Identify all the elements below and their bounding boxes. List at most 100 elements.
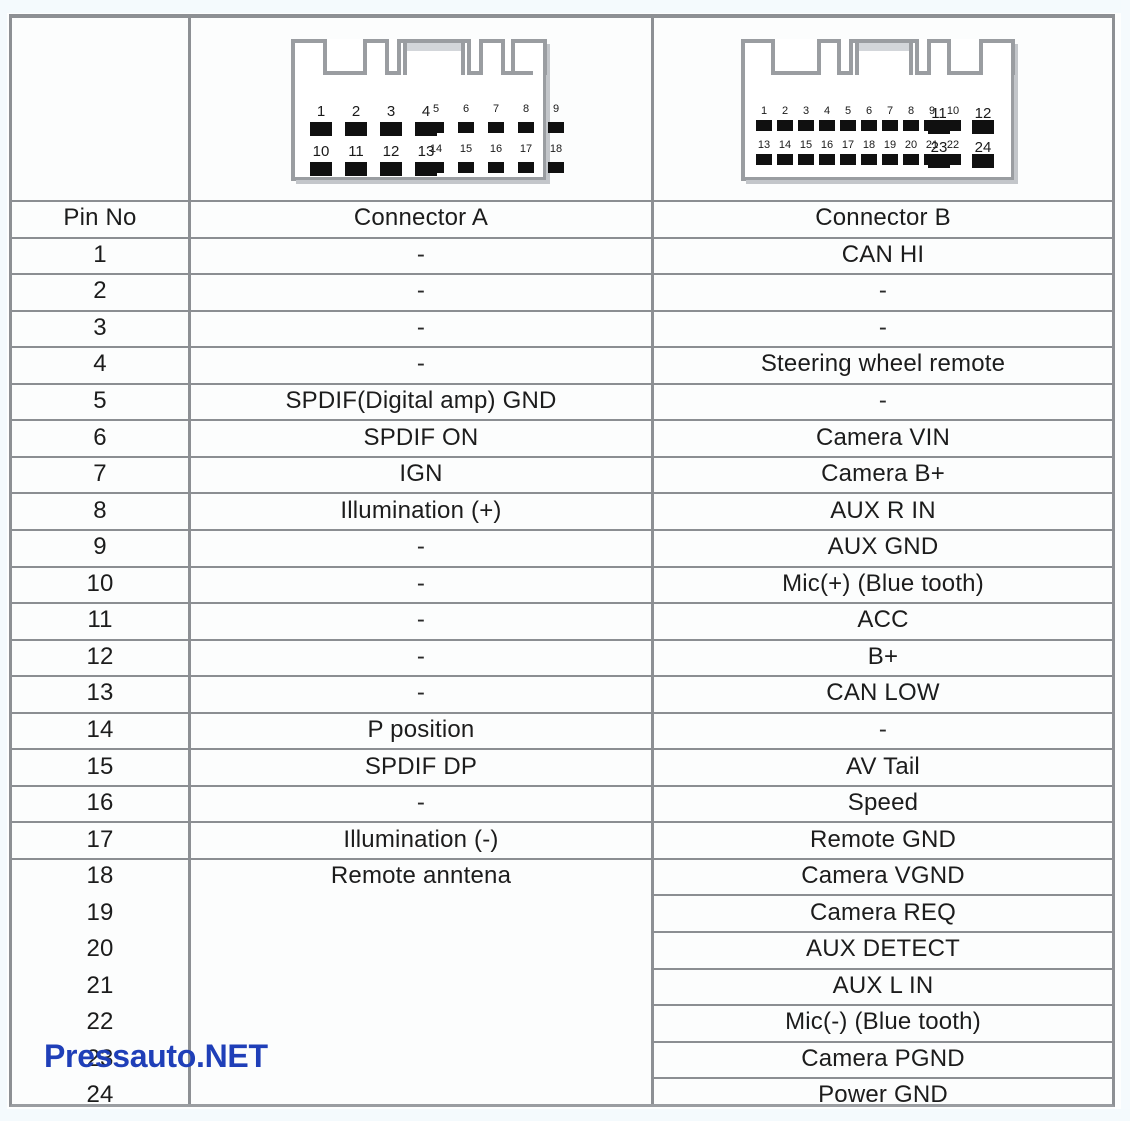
connector-pin-number: 22: [946, 139, 960, 151]
connector-pin-number: 16: [820, 139, 834, 151]
housing-tab: [363, 39, 389, 75]
bottom-margin-band: [0, 1109, 1130, 1121]
housing-key-bump: [407, 39, 461, 51]
table-cell: 11: [87, 606, 113, 634]
housing-tab: [741, 39, 775, 75]
table-cell: 5: [93, 387, 107, 415]
left-margin-band: [0, 0, 7, 1121]
connector-pin: [548, 122, 564, 133]
column-header: Connector B: [815, 204, 951, 232]
row-divider: [12, 236, 1112, 239]
table-cell: B+: [867, 642, 899, 670]
connector-b-diagram: 1 2 3 4 5 6 7 8 9 10 11 12 13 14 15 16 17 18 19 20 21 22 23 24: [738, 34, 1018, 184]
connector-pin: [310, 162, 332, 176]
connector-pin: [861, 120, 877, 131]
table-cell: 20: [86, 935, 114, 963]
connector-diagrams: 1 2 3 4 5 6 7 8 9 10 11 12 13 14 15 16 17 18: [12, 18, 1112, 200]
connector-pin-number: 2: [351, 103, 361, 120]
connector-pin-number: 24: [974, 139, 992, 156]
connector-pin-number: 12: [382, 143, 400, 160]
connector-pin: [928, 154, 950, 168]
right-margin-band: [1121, 0, 1130, 1121]
connector-b-shadow-bottom: [746, 180, 1018, 184]
connector-pin: [756, 120, 772, 131]
connector-pin: [345, 122, 367, 136]
housing-tab: [291, 39, 327, 75]
housing-tab: [461, 39, 471, 75]
connector-b-housing: [741, 39, 1015, 181]
table-cell: AUX R IN: [830, 496, 936, 524]
connector-pin: [310, 122, 332, 136]
connector-pin: [548, 162, 564, 173]
table-cell: Camera PGND: [801, 1044, 965, 1072]
table-cell: 8: [93, 496, 107, 524]
row-divider: [651, 1004, 1112, 1007]
table-cell: 17: [86, 825, 114, 853]
connector-pin-number: 6: [865, 105, 873, 117]
table-cell: -: [416, 350, 426, 378]
table-cell: Steering wheel remote: [760, 350, 1006, 378]
table-cell: ACC: [857, 606, 909, 634]
connector-pin-number: 11: [931, 105, 947, 122]
row-divider: [12, 602, 1112, 605]
table-cell: 18: [86, 862, 114, 890]
row-divider: [12, 419, 1112, 422]
connector-pin-number: 13: [757, 139, 771, 151]
connector-b-shell: 1 2 3 4 5 6 7 8 9 10 11 12 13 14 15 16 17 18 19 20 21 22 23 24: [738, 34, 1018, 184]
table-cell: 3: [93, 313, 107, 341]
watermark: Pressauto.NET: [44, 1038, 268, 1074]
row-divider: [12, 382, 1112, 385]
connector-pin-number: 1: [760, 105, 768, 117]
connector-pin-number: 1: [316, 103, 326, 120]
connector-pin: [380, 122, 402, 136]
table-cell: Mic(+) (Blue tooth): [782, 569, 984, 597]
row-divider: [12, 857, 1112, 860]
housing-tab: [849, 39, 859, 75]
table-cell: 22: [86, 1008, 114, 1036]
connector-a-shadow-right: [546, 44, 550, 184]
table-cell: -: [878, 387, 888, 415]
connector-pin-number: 9: [552, 103, 560, 115]
connector-pin: [798, 154, 814, 165]
row-divider: [12, 748, 1112, 751]
table-cell: P position: [367, 715, 475, 743]
connector-pin: [380, 162, 402, 176]
connector-pin-number: 14: [429, 143, 443, 155]
housing-slot: [327, 71, 363, 75]
row-divider: [651, 1077, 1112, 1080]
connector-pin-number: 14: [778, 139, 792, 151]
connector-b-top-edge: [741, 39, 1015, 79]
table-cell: AV Tail: [846, 752, 920, 780]
row-divider: [12, 455, 1112, 458]
table-cell: 7: [93, 460, 107, 488]
table-cell: -: [416, 606, 426, 634]
connector-pin-number: 4: [823, 105, 831, 117]
housing-tab: [397, 39, 407, 75]
table-cell: IGN: [399, 460, 443, 488]
table-cell: 14: [86, 715, 114, 743]
table-cell: 21: [86, 971, 114, 999]
table-cell: 9: [93, 533, 107, 561]
connector-pin: [345, 162, 367, 176]
connector-pin-number: 17: [519, 143, 533, 155]
connector-pin-number: 3: [386, 103, 396, 120]
connector-pin: [882, 120, 898, 131]
connector-pin-number: 8: [522, 103, 530, 115]
connector-pin: [756, 154, 772, 165]
connector-pin: [798, 120, 814, 131]
row-divider: [651, 967, 1112, 970]
connector-pin: [819, 120, 835, 131]
table-cell: AUX GND: [827, 533, 939, 561]
connector-pin-number: 11: [348, 143, 364, 160]
connector-pin-number: 8: [907, 105, 915, 117]
table-cell: Camera VIN: [815, 423, 951, 451]
connector-pin-number: 20: [904, 139, 918, 151]
connector-pin-number: 7: [886, 105, 894, 117]
connector-pin: [777, 120, 793, 131]
table-cell: 10: [86, 569, 114, 597]
table-cell: 15: [86, 752, 114, 780]
column-divider-1: [188, 18, 191, 1104]
connector-pin-number: 6: [462, 103, 470, 115]
row-divider: [12, 528, 1112, 531]
